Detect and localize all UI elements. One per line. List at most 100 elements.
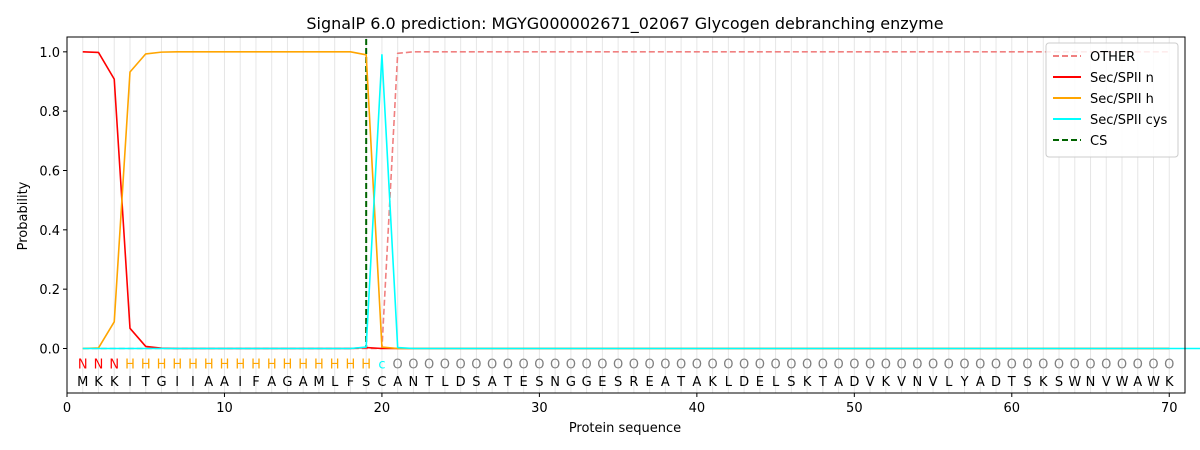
state-label: O: [613, 357, 623, 372]
residue-label: Y: [960, 375, 969, 390]
state-label: O: [1070, 357, 1080, 372]
x-tick-label: 60: [1004, 401, 1021, 416]
state-label: H: [251, 357, 261, 372]
residue-label: S: [1055, 375, 1063, 390]
residue-label: S: [614, 375, 622, 390]
state-label: O: [692, 357, 702, 372]
residue-label: N: [409, 375, 419, 390]
residue-label: T: [676, 375, 685, 390]
y-tick-label: 1.0: [39, 46, 60, 61]
residue-label: E: [520, 375, 528, 390]
x-tick-label: 30: [531, 401, 548, 416]
state-label: O: [865, 357, 875, 372]
state-label: O: [408, 357, 418, 372]
state-label: O: [833, 357, 843, 372]
state-label: O: [1007, 357, 1017, 372]
residue-label: K: [110, 375, 119, 390]
x-tick-label: 70: [1161, 401, 1178, 416]
state-label: H: [330, 357, 340, 372]
legend-label: Sec/SPII n: [1090, 71, 1154, 86]
residue-label: A: [692, 375, 701, 390]
state-label: O: [566, 357, 576, 372]
state-label: H: [267, 357, 277, 372]
state-label: O: [629, 357, 639, 372]
state-label: O: [991, 357, 1001, 372]
state-label: O: [818, 357, 828, 372]
state-label: N: [94, 357, 104, 372]
state-label: O: [1054, 357, 1064, 372]
y-axis-label: Probability: [16, 181, 31, 250]
residue-label: N: [550, 375, 560, 390]
residue-label: A: [299, 375, 308, 390]
state-label: H: [283, 357, 293, 372]
residue-label: A: [1133, 375, 1142, 390]
state-label: O: [676, 357, 686, 372]
state-label: O: [755, 357, 765, 372]
residue-label: K: [708, 375, 717, 390]
series-line-sec-spii-n: [82, 51, 1170, 350]
residue-label: G: [156, 375, 166, 390]
residue-label: A: [267, 375, 276, 390]
residue-label: R: [629, 375, 638, 390]
legend-box: [1045, 42, 1179, 158]
residue-label: V: [929, 375, 938, 390]
residue-label: D: [991, 375, 1001, 390]
state-label: O: [881, 357, 891, 372]
state-label: H: [361, 357, 371, 372]
state-label: O: [1101, 357, 1111, 372]
state-label: O: [487, 357, 497, 372]
legend: OTHER Sec/SPII n Sec/SPII h Sec/SPII cys CS: [1045, 42, 1179, 158]
residue-label: D: [849, 375, 859, 390]
plot-lines: [82, 39, 1200, 350]
residue-label: V: [1102, 375, 1111, 390]
residue-label: M: [77, 375, 88, 390]
state-label: O: [1164, 357, 1174, 372]
state-label: O: [582, 357, 592, 372]
residue-label: W: [1068, 375, 1081, 390]
residue-label: G: [582, 375, 592, 390]
residue-label: L: [441, 375, 449, 390]
vertical-grid: [82, 37, 1170, 393]
residue-label: N: [1086, 375, 1096, 390]
residue-label: I: [175, 375, 179, 390]
x-tick-label: 0: [63, 401, 71, 416]
state-label: O: [534, 357, 544, 372]
residue-label: L: [725, 375, 733, 390]
residue-label: T: [503, 375, 512, 390]
state-label: O: [928, 357, 938, 372]
state-label: H: [141, 357, 151, 372]
residue-label: I: [191, 375, 195, 390]
state-label: O: [550, 357, 560, 372]
residue-label: V: [866, 375, 875, 390]
legend-label: Sec/SPII h: [1090, 92, 1154, 107]
state-label: O: [471, 357, 481, 372]
state-label: H: [188, 357, 198, 372]
residue-label: W: [1116, 375, 1129, 390]
residue-label: A: [834, 375, 843, 390]
residue-label: C: [377, 375, 386, 390]
state-label: O: [975, 357, 985, 372]
residue-label: A: [488, 375, 497, 390]
x-tick-label: 50: [846, 401, 863, 416]
x-tick-label: 10: [216, 401, 233, 416]
residue-label: N: [912, 375, 922, 390]
state-label: O: [723, 357, 733, 372]
residue-label: K: [882, 375, 891, 390]
series-line-sec-spii-h: [82, 51, 1170, 350]
residue-label: S: [362, 375, 370, 390]
state-label: O: [519, 357, 529, 372]
residue-label: L: [772, 375, 780, 390]
state-label: H: [314, 357, 324, 372]
legend-label: Sec/SPII cys: [1090, 113, 1168, 128]
state-label: O: [707, 357, 717, 372]
residue-label: L: [331, 375, 339, 390]
state-label: O: [739, 357, 749, 372]
state-label: H: [346, 357, 356, 372]
residue-label: A: [976, 375, 985, 390]
y-tick-label: 0.2: [39, 283, 60, 298]
state-label: O: [849, 357, 859, 372]
state-label: H: [235, 357, 245, 372]
residue-label: I: [238, 375, 242, 390]
